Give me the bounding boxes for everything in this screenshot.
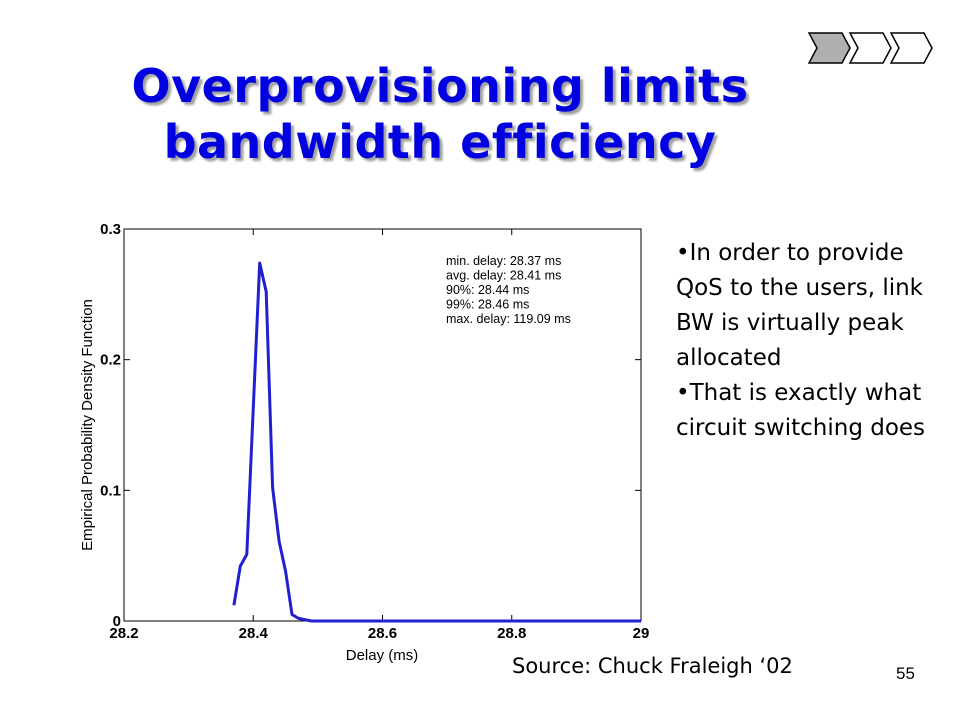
bullet-list: •In order to provide QoS to the users, l… — [676, 236, 956, 446]
chart-annotation: min. delay: 28.37 ms — [446, 254, 561, 268]
chevron-block-icon[interactable] — [889, 32, 933, 64]
plot-area — [123, 228, 642, 622]
source-citation: Source: Chuck Fraleigh ‘02 — [512, 654, 793, 678]
page-number: 55 — [896, 664, 915, 683]
chevron-block-icon[interactable] — [808, 32, 851, 64]
x-tick-label: 28.4 — [239, 625, 269, 642]
slide-navigation — [808, 32, 933, 64]
chart-annotation: avg. delay: 28.41 ms — [446, 269, 561, 283]
bullet-item: •That is exactly what circuit switching … — [676, 380, 926, 441]
y-tick-label: 0.3 — [100, 221, 121, 238]
y-tick-label: 0.2 — [100, 352, 121, 369]
slide-title: Overprovisioning limits bandwidth effici… — [60, 58, 820, 170]
x-axis-label: Delay (ms) — [346, 647, 419, 664]
title-line-2: bandwidth efficiency — [163, 115, 717, 169]
chart-annotation: 90%: 28.44 ms — [446, 283, 529, 297]
x-tick-label: 29 — [633, 625, 650, 642]
x-tick-label: 28.2 — [109, 625, 138, 642]
title-line-1: Overprovisioning limits — [131, 59, 749, 113]
chevron-block-icon[interactable] — [848, 32, 892, 64]
x-tick-label: 28.6 — [368, 625, 397, 642]
chart-annotation: 99%: 28.46 ms — [446, 298, 529, 312]
y-axis-label: Empirical Probability Density Function — [79, 299, 96, 551]
chart-annotation: max. delay: 119.09 ms — [446, 312, 571, 326]
x-tick-label: 28.8 — [497, 625, 526, 642]
bullet-item: •In order to provide QoS to the users, l… — [676, 240, 923, 371]
series-line — [232, 261, 641, 623]
y-tick-label: 0 — [113, 613, 121, 630]
y-tick-label: 0.1 — [100, 482, 121, 499]
